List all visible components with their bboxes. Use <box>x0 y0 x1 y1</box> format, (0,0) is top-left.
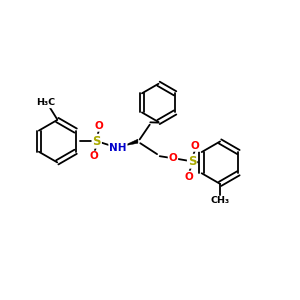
Text: O: O <box>90 152 99 161</box>
Text: O: O <box>191 141 200 151</box>
Polygon shape <box>123 139 138 146</box>
Text: NH: NH <box>109 142 127 153</box>
Text: O: O <box>185 172 194 182</box>
Text: O: O <box>95 121 103 131</box>
Text: S: S <box>188 155 197 168</box>
Text: CH₃: CH₃ <box>211 196 230 206</box>
Text: H₃C: H₃C <box>37 98 56 107</box>
Text: S: S <box>92 135 101 148</box>
Text: O: O <box>169 153 177 163</box>
